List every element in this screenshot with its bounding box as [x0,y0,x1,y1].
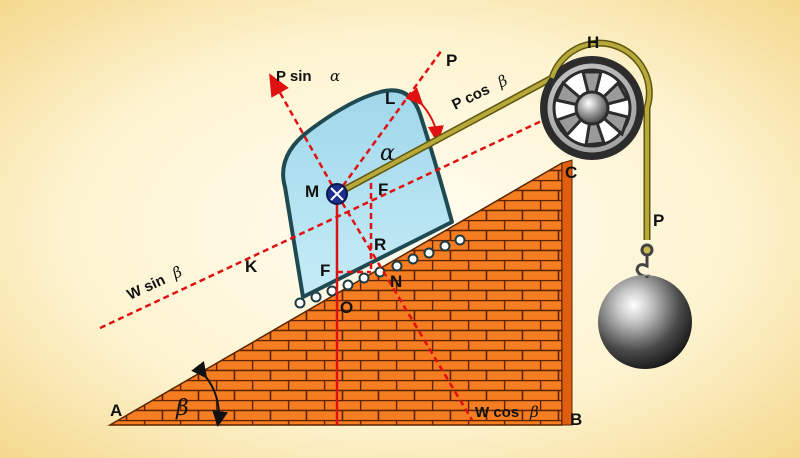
label-l: L [385,89,395,108]
label-alpha: α [380,141,395,166]
label-k: K [245,257,258,276]
center-point-m [326,183,348,205]
svg-text:P sin: P sin [276,68,312,85]
label-w-cos-beta: W cos β [475,403,539,421]
label-o: O [340,298,353,317]
p-sin-line [269,73,339,195]
rope-incline [339,76,553,194]
label-a: A [110,401,122,420]
alpha-arc [405,87,444,144]
svg-text:β: β [529,403,539,421]
label-f-upper: F [378,180,388,199]
label-b: B [570,410,582,429]
label-p-rope: P [653,211,664,230]
incline-side-face [561,159,573,426]
label-r: R [374,235,386,254]
label-n: N [390,272,402,291]
w-sin-line [99,108,566,330]
label-p-top: P [446,51,457,70]
hanging-weight [598,275,692,369]
label-f-lower: F [320,261,330,280]
beta-arc [191,361,228,427]
svg-text:α: α [330,67,340,85]
label-h: H [587,33,599,52]
label-m: M [305,182,319,201]
svg-text:W cos: W cos [475,404,519,421]
label-beta: β [175,396,189,421]
w-cos-line [335,193,474,421]
label-c: C [565,163,577,182]
pulley [540,39,653,240]
label-p-sin-alpha: P sin α [276,67,340,85]
